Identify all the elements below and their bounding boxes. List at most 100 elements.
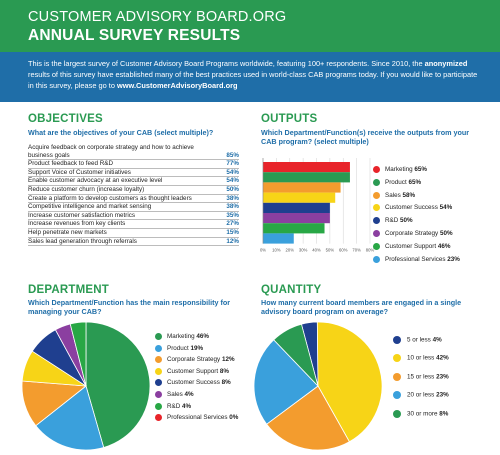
intro-banner: This is the largest survey of Customer A… xyxy=(0,52,500,102)
quantity-title: QUANTITY xyxy=(261,284,322,296)
pie-slice-30-or-more xyxy=(273,323,319,387)
legend-value: 23% xyxy=(436,373,449,381)
outputs-legend-item: R&D 50% xyxy=(373,217,413,225)
qty-legend-item: 20 or less 23% xyxy=(393,391,449,400)
objective-pct: 54% xyxy=(226,168,239,176)
objective-row: Increase customer satisfaction metrics 35… xyxy=(28,212,239,221)
legend-label: Professional Services xyxy=(167,414,228,422)
qty-legend-item: 5 or less 4% xyxy=(393,336,442,344)
legend-value: 19% xyxy=(190,344,204,352)
legend-value: 50% xyxy=(400,217,413,225)
legend-value: 50% xyxy=(439,230,453,237)
objective-row: Increase revenues from key clients 27% xyxy=(28,220,239,229)
legend-value: 54% xyxy=(439,204,453,212)
objective-row: Create a platform to develop customers a… xyxy=(28,195,239,204)
pie-slice-15-or-less xyxy=(266,385,350,451)
objective-pct: 38% xyxy=(226,203,239,211)
outputs-legend-item: Sales 58% xyxy=(373,191,415,199)
dept-legend-item: R&D 4% xyxy=(155,402,191,410)
legend-label: Customer Support xyxy=(385,242,437,250)
bar-x-tick-label: 70% xyxy=(352,248,361,253)
bar-r-d xyxy=(263,202,330,213)
legend-label: R&D xyxy=(385,217,399,225)
pie-slice-product xyxy=(35,385,105,451)
bar-x-tick-label: 30% xyxy=(299,248,308,253)
outputs-legend-item: Marketing 65% xyxy=(373,166,427,173)
pie-slice-10-or-less xyxy=(316,321,383,443)
header-banner: CUSTOMER ADVISORY BOARD.ORG ANNUAL SURVE… xyxy=(0,0,500,52)
legend-dot-icon xyxy=(373,230,380,237)
bar-sales xyxy=(263,182,341,193)
legend-dot-icon xyxy=(155,367,162,375)
intro-link[interactable]: www.CustomerAdvisoryBoard.org xyxy=(117,81,238,90)
intro-part2: results of this survey have established … xyxy=(28,70,478,90)
bar-x-tick-label: 40% xyxy=(312,248,321,253)
header-title: CUSTOMER ADVISORY BOARD.ORG xyxy=(28,9,287,25)
legend-label: Product xyxy=(167,344,189,352)
legend-dot-icon xyxy=(393,372,401,381)
department-title: DEPARTMENT xyxy=(28,284,110,296)
legend-dot-icon xyxy=(155,402,162,410)
legend-value: 46% xyxy=(196,333,210,340)
pie-slice-20-or-less xyxy=(253,339,319,425)
legend-label: 15 or less xyxy=(407,373,435,381)
intro-bold1: anonymized xyxy=(424,59,468,68)
dept-legend-item: Customer Support 8% xyxy=(155,367,229,375)
legend-label: Sales xyxy=(385,191,401,199)
legend-label: Marketing xyxy=(385,166,413,173)
legend-label: Marketing xyxy=(167,333,195,340)
objective-pct: 38% xyxy=(226,194,239,202)
legend-label: Product xyxy=(385,178,407,186)
legend-dot-icon xyxy=(155,344,162,352)
legend-value: 12% xyxy=(221,356,235,364)
legend-dot-icon xyxy=(155,379,162,387)
objective-pct: 27% xyxy=(226,220,239,228)
bar-x-tick-label: 10% xyxy=(272,248,281,253)
objective-label: Create a platform to develop customers a… xyxy=(28,194,192,202)
legend-dot-icon xyxy=(373,178,380,186)
objective-label: Support Voice of Customer initiatives xyxy=(28,168,131,176)
objectives-question: What are the objectives of your CAB (sel… xyxy=(28,128,214,137)
legend-value: 4% xyxy=(432,336,442,344)
legend-value: 8% xyxy=(221,379,231,387)
outputs-legend-item: Corporate Strategy 50% xyxy=(373,230,453,237)
legend-dot-icon xyxy=(373,204,380,212)
bar-corporate-strategy xyxy=(263,213,330,224)
objective-row: Reduce customer churn (increase loyalty)… xyxy=(28,186,239,195)
bar-professional-services xyxy=(263,233,294,244)
department-pie-chart xyxy=(21,321,151,451)
legend-value: 42% xyxy=(436,354,449,362)
legend-label: Customer Success xyxy=(385,204,438,212)
legend-value: 65% xyxy=(414,166,428,173)
objective-row: Enable customer advocacy at an executive… xyxy=(28,177,239,186)
legend-label: Customer Success xyxy=(167,379,220,387)
department-question: Which Department/Function has the main r… xyxy=(28,298,231,316)
legend-label: Sales xyxy=(167,391,183,398)
objective-pct: 15% xyxy=(226,228,239,236)
qty-legend-item: 10 or less 42% xyxy=(393,354,449,363)
objective-pct: 50% xyxy=(226,185,239,193)
objective-label: Increase customer satisfaction metrics xyxy=(28,211,136,219)
bar-marketing xyxy=(263,162,350,173)
objective-row: Sales lead generation through referrals 1… xyxy=(28,238,239,247)
objective-row: Help penetrate new markets 15% xyxy=(28,229,239,238)
objective-label: Product feedback to feed R&D xyxy=(28,160,114,168)
dept-legend-item: Marketing 46% xyxy=(155,333,209,340)
legend-dot-icon xyxy=(393,409,401,418)
outputs-title: OUTPUTS xyxy=(261,113,318,125)
dept-legend-item: Corporate Strategy 12% xyxy=(155,356,235,364)
legend-label: 30 or more xyxy=(407,410,438,418)
objective-label: Acquire feedback on corporate strategy a… xyxy=(28,144,194,159)
legend-label: 20 or less xyxy=(407,391,435,399)
objective-label: Competitive intelligence and market sens… xyxy=(28,203,152,211)
dept-legend-item: Sales 4% xyxy=(155,391,194,398)
legend-dot-icon xyxy=(155,333,162,340)
objectives-list: Acquire feedback on corporate strategy a… xyxy=(28,144,239,247)
legend-value: 8% xyxy=(439,410,449,418)
legend-dot-icon xyxy=(155,356,162,364)
objective-label: Enable customer advocacy at an executive… xyxy=(28,177,163,185)
dept-legend-item: Professional Services 0% xyxy=(155,414,238,422)
legend-value: 65% xyxy=(408,178,422,186)
objective-row: Competitive intelligence and market sens… xyxy=(28,203,239,212)
legend-label: 10 or less xyxy=(407,354,435,362)
